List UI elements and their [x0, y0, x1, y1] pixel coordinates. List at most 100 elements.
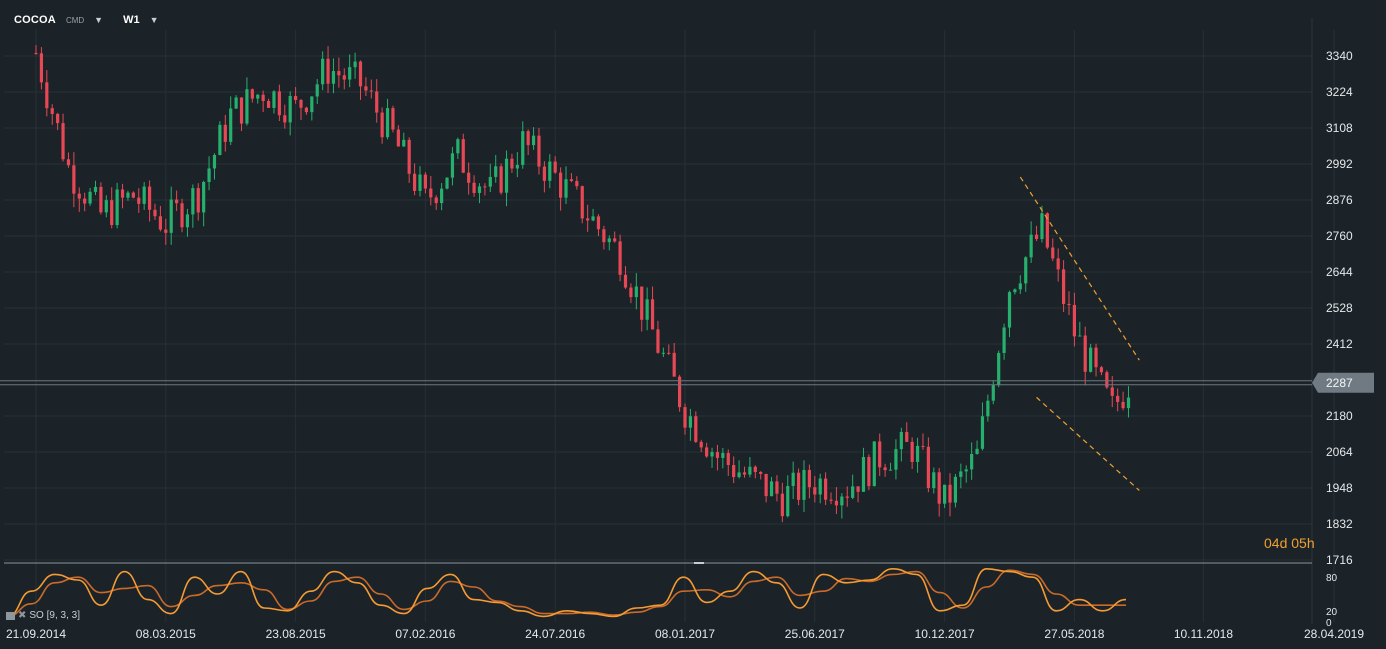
- price-tick-label: 2287: [1326, 376, 1353, 390]
- candle-body: [629, 287, 633, 298]
- candle-body: [239, 97, 244, 124]
- candle-body: [510, 158, 514, 169]
- candle-body: [661, 352, 665, 354]
- candle-body: [147, 186, 152, 210]
- candle-body: [640, 286, 644, 320]
- candle-body: [883, 467, 887, 471]
- candle-body: [1040, 213, 1044, 240]
- candle-body: [234, 97, 238, 109]
- current-price-tag: [1312, 372, 1374, 393]
- candle-body: [705, 447, 709, 457]
- candle-body: [1121, 401, 1125, 409]
- candle-body: [937, 472, 941, 504]
- candle-body: [229, 108, 233, 142]
- time-tick-label: 23.08.2015: [266, 627, 326, 641]
- candle-body: [164, 229, 168, 233]
- time-tick-label: 08.01.2017: [655, 627, 715, 641]
- candle-body: [185, 214, 190, 228]
- candle-body: [721, 453, 725, 458]
- symbol-name[interactable]: COCOA: [14, 14, 56, 26]
- candle-body: [586, 218, 590, 221]
- price-tick-label: 2644: [1326, 265, 1353, 279]
- candle-body: [672, 352, 676, 377]
- indicator-legend: ✖ SO [9, 3, 3]: [6, 610, 80, 621]
- candle-body: [531, 135, 536, 146]
- candle-body: [623, 274, 628, 288]
- candle-body: [504, 158, 509, 193]
- candle-body: [93, 186, 98, 192]
- candle-body: [456, 139, 460, 154]
- candle-body: [169, 199, 173, 233]
- candle-body: [99, 186, 103, 213]
- candle-body: [50, 108, 54, 114]
- candle-body: [710, 452, 714, 457]
- candle-body: [943, 484, 947, 504]
- candle-body: [488, 176, 492, 187]
- candle-body: [391, 108, 395, 130]
- candle-body: [759, 471, 763, 474]
- candle-body: [304, 107, 309, 113]
- candle-body: [88, 191, 92, 204]
- candle-body: [477, 186, 482, 193]
- candle-body: [894, 449, 898, 470]
- time-tick-label: 08.03.2015: [136, 627, 196, 641]
- time-tick-label: 28.04.2019: [1304, 627, 1364, 641]
- time-tick-label: 10.12.2017: [915, 627, 975, 641]
- candle-body: [796, 472, 801, 500]
- candle-body: [256, 94, 260, 99]
- candle-body: [688, 416, 693, 428]
- candle-body: [840, 496, 844, 506]
- candle-body: [223, 124, 227, 142]
- time-tick-label: 07.02.2016: [395, 627, 455, 641]
- candle-body: [786, 486, 790, 517]
- candles: [34, 45, 1131, 523]
- candle-body: [872, 441, 876, 487]
- candle-body: [137, 197, 141, 204]
- candle-body: [932, 472, 936, 489]
- indicator-close-icon[interactable]: ✖: [18, 610, 27, 621]
- candle-body: [212, 155, 217, 169]
- bar-countdown: 04d 05h: [1264, 535, 1315, 551]
- trend-lines: [1019, 176, 1140, 491]
- price-tick-label: 2992: [1326, 157, 1353, 171]
- candle-body: [472, 182, 476, 193]
- candle-body: [348, 67, 352, 80]
- candle-body: [331, 71, 336, 84]
- candle-body: [537, 135, 541, 167]
- candle-body: [548, 161, 552, 181]
- candle-body: [645, 299, 649, 320]
- candle-body: [337, 71, 341, 76]
- timeframe-dropdown-caret-icon[interactable]: ▼: [149, 15, 159, 25]
- candle-body: [423, 174, 427, 189]
- candle-body: [667, 352, 671, 354]
- candle-body: [742, 472, 747, 475]
- candle-body: [294, 96, 298, 101]
- symbol-dropdown-caret-icon[interactable]: ▼: [94, 15, 104, 25]
- candle-body: [915, 445, 920, 462]
- candle-body: [467, 172, 471, 183]
- price-tick-label: 2876: [1326, 193, 1353, 207]
- candle-body: [1056, 258, 1060, 270]
- so-k-line: [7, 567, 1127, 618]
- candle-body: [926, 446, 930, 489]
- candle-body: [1045, 213, 1049, 248]
- candle-body: [461, 139, 465, 173]
- current-price-line: 2287: [0, 372, 1374, 393]
- candle-body: [824, 478, 828, 500]
- candle-body: [1089, 347, 1093, 372]
- candle-body: [834, 500, 839, 506]
- candle-body: [321, 58, 325, 85]
- candle-body: [861, 456, 866, 492]
- indicator-settings-icon[interactable]: [6, 611, 15, 620]
- candle-body: [153, 209, 157, 217]
- candle-body: [970, 454, 974, 470]
- candle-body: [110, 200, 114, 226]
- candle-body: [1061, 269, 1066, 304]
- timeframe-selector[interactable]: W1: [123, 14, 140, 26]
- current-price-label: 2287: [1326, 376, 1353, 390]
- candle-body: [1013, 289, 1017, 293]
- candle-body: [748, 466, 752, 475]
- candle-body: [218, 124, 222, 156]
- candle-body: [845, 496, 849, 498]
